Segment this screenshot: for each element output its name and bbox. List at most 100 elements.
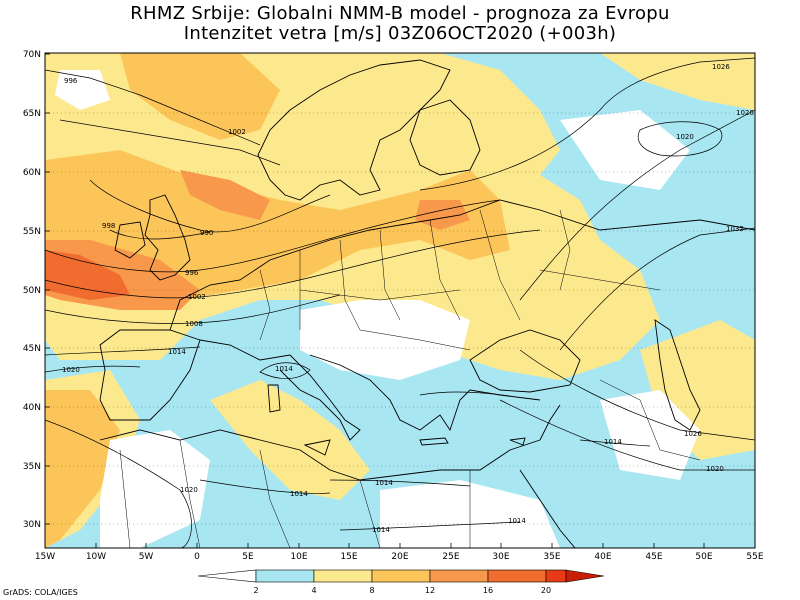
lon-label: 0	[194, 552, 200, 562]
lat-label: 55N	[23, 227, 41, 237]
colorbar-tick-label: 8	[369, 586, 374, 595]
colorbar-swatch	[197, 569, 257, 583]
isobar-label: 1002	[188, 293, 206, 301]
colorbar-swatch	[313, 569, 373, 583]
colorbar-swatch	[429, 569, 489, 583]
lon-label: 5E	[242, 552, 254, 562]
colorbar-tick-label: 2	[253, 586, 258, 595]
isobars	[45, 57, 755, 548]
isobar-label: 1014	[375, 479, 393, 487]
coastline-caspian-sea	[654, 319, 701, 431]
isobar-label: 996	[64, 77, 78, 85]
coastline-sicily	[303, 439, 331, 456]
isobar-line	[59, 119, 281, 166]
lat-label: 65N	[23, 109, 41, 119]
isobar-label: 1020	[676, 133, 694, 141]
coastline-finland	[409, 99, 481, 176]
isobar-line	[419, 57, 755, 191]
isobar-label: 998	[102, 222, 115, 230]
colorbar-swatch	[371, 569, 431, 583]
colorbar-tick-label: 20	[541, 586, 551, 595]
lat-label: 30N	[23, 520, 41, 530]
coastlines	[99, 59, 755, 548]
colorbar-tick-label: 12	[425, 586, 435, 595]
lon-labels: 15W 10W 5W 0 5E 10E 15E 20E 25E 30E 35E …	[35, 552, 764, 562]
border-segment	[299, 289, 461, 301]
lon-label: 50E	[695, 552, 712, 562]
wind-area-calm-southeast	[600, 390, 700, 480]
border-segment	[119, 449, 131, 548]
lon-label: 30E	[492, 552, 509, 562]
border-segment	[559, 209, 571, 291]
isobar-label: 1026	[684, 430, 702, 438]
coastline-continental-europe	[169, 199, 755, 331]
lat-label: 50N	[23, 286, 41, 296]
border-segment	[429, 219, 461, 321]
wind-area-strong-north	[120, 53, 280, 140]
coastline-red-sea	[519, 469, 576, 548]
colorbar-swatch	[487, 569, 547, 583]
map-subtitle: Intenzitet vetra [m/s] 03Z06OCT2020 (+00…	[183, 23, 617, 44]
lat-label: 35N	[23, 462, 41, 472]
wind-area-moderate-east	[600, 53, 755, 110]
isobar-label: 1020	[706, 465, 724, 473]
coastline-crete	[419, 437, 449, 446]
country-borders	[119, 209, 701, 548]
coastline-ireland	[114, 221, 146, 259]
border-segment	[359, 329, 471, 351]
isobar-label: 1008	[185, 320, 203, 328]
isobar-line	[89, 179, 331, 233]
colorbar	[197, 569, 605, 583]
coastline-scandinavia	[257, 59, 451, 201]
coastline-mediterranean-north	[199, 339, 361, 441]
coastline-sardinia	[267, 384, 281, 413]
wind-area-calm-north	[560, 110, 690, 190]
border-segment	[339, 239, 361, 331]
isobar-line	[637, 121, 723, 157]
coastline-adriatic	[309, 354, 541, 432]
colorbar-labels: 2 4 8 12 16 20	[253, 586, 551, 595]
isobar-label: 1002	[228, 128, 246, 136]
lat-label: 40N	[23, 403, 41, 413]
lat-label: 45N	[23, 344, 41, 354]
isobar-line	[45, 229, 541, 299]
isobar-line	[45, 419, 192, 548]
border-segment	[479, 209, 521, 321]
isobar-line	[419, 391, 511, 397]
border-segment	[259, 449, 291, 548]
isobar-label: 1014	[168, 348, 186, 356]
isobar-label: 1014	[508, 517, 526, 525]
map-title: RHMZ Srbije: Globalni NMM-B model - prog…	[130, 3, 670, 24]
isobar-line	[559, 227, 755, 351]
isobar-line	[519, 109, 755, 301]
isobar-line	[45, 69, 261, 146]
isobar-label: 1014	[290, 490, 308, 498]
isobar-label: 990	[200, 229, 213, 237]
lat-labels: 70N 65N 60N 55N 50N 45N 40N 35N 30N	[23, 50, 41, 530]
isobar-label: 996	[185, 269, 199, 277]
wind-area-calm-central	[300, 300, 470, 380]
lat-label: 60N	[23, 168, 41, 178]
colorbar-swatch	[545, 569, 567, 583]
lon-label: 5W	[139, 552, 154, 562]
lon-label: 40E	[594, 552, 611, 562]
isobar-line	[259, 362, 311, 379]
coastline-great-britain	[144, 194, 191, 281]
isobar-line	[109, 229, 211, 240]
border-segment	[259, 269, 271, 341]
lon-label: 20E	[391, 552, 408, 562]
isobar-label: 1014	[604, 438, 622, 446]
credit-footer: GrADS: COLA/IGES	[3, 588, 78, 597]
map-area: 996 1002 990 998 996 1002 1008 1014 1020…	[45, 53, 755, 548]
isobar-line	[579, 439, 651, 447]
coastline-cyprus	[509, 437, 526, 446]
lon-label: 10E	[290, 552, 307, 562]
wind-speed-field	[45, 53, 755, 548]
isobar-line	[45, 199, 501, 273]
lon-label: 55E	[746, 552, 763, 562]
lon-label: 15E	[340, 552, 357, 562]
isobar-line	[45, 294, 341, 324]
isobar-label: 1020	[180, 486, 198, 494]
isobar-label: 1014	[372, 526, 390, 534]
